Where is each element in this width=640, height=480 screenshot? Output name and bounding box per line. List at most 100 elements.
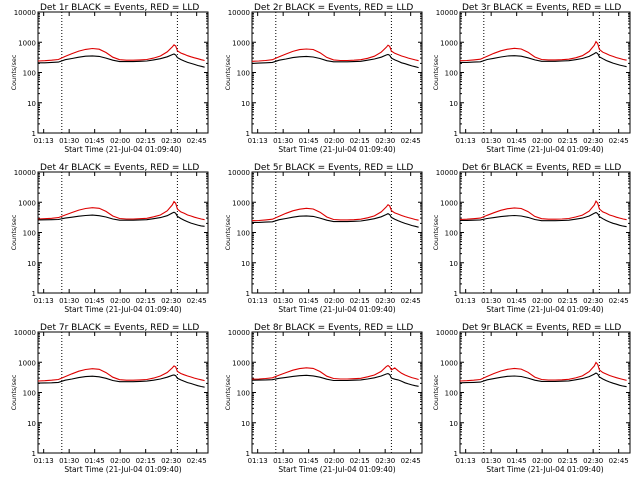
x-tick-label: 01:30	[273, 297, 293, 305]
panel-title: Det 9r BLACK = Events, RED = LLD	[462, 323, 621, 333]
y-tick-label: 10000	[14, 9, 36, 17]
x-tick-label: 02:00	[324, 297, 344, 305]
y-tick-label: 100	[445, 390, 458, 398]
x-tick-label: 01:13	[456, 137, 476, 145]
series-line-lld	[37, 200, 205, 221]
y-axis-label: Counts/sec	[10, 374, 18, 410]
panel-title: Det 8r BLACK = Events, RED = LLD	[254, 323, 413, 333]
plot-frame	[251, 331, 423, 454]
y-tick-label: 10	[241, 420, 250, 428]
plot-frame	[459, 171, 631, 294]
plot-frame	[37, 331, 209, 454]
y-tick-label: 100	[237, 70, 250, 78]
x-tick-label: 02:00	[110, 457, 130, 465]
y-tick-label: 1000	[440, 359, 458, 367]
y-tick-label: 10	[27, 420, 36, 428]
x-tick-label: 02:00	[324, 137, 344, 145]
series-line-events	[38, 53, 205, 68]
y-tick-label: 1	[32, 450, 36, 458]
x-tick-label: 02:45	[401, 137, 421, 145]
x-tick-label: 01:13	[34, 297, 54, 305]
y-tick-label: 100	[445, 230, 458, 238]
x-tick-label: 02:30	[161, 137, 181, 145]
y-axis-label: Counts/sec	[224, 54, 232, 90]
series-line-lld	[459, 40, 627, 62]
y-tick-label: 10000	[228, 329, 250, 337]
x-tick-label: 01:13	[456, 297, 476, 305]
x-tick-label: 02:15	[350, 297, 370, 305]
y-tick-label: 1	[32, 290, 36, 298]
y-axis-label: Counts/sec	[10, 54, 18, 90]
y-tick-label: 1000	[18, 199, 36, 207]
x-tick-label: 02:30	[375, 297, 395, 305]
x-tick-label: 01:30	[273, 457, 293, 465]
x-tick-label: 01:45	[507, 297, 527, 305]
series-line-events	[37, 211, 205, 227]
x-tick-label: 02:45	[401, 457, 421, 465]
series-line-events	[37, 374, 205, 388]
y-tick-label: 100	[23, 390, 36, 398]
x-tick-label: 01:13	[34, 137, 54, 145]
x-tick-label: 01:13	[248, 137, 268, 145]
panel-title: Det 6r BLACK = Events, RED = LLD	[462, 163, 621, 173]
x-tick-label: 02:45	[187, 297, 207, 305]
y-tick-label: 1000	[232, 199, 250, 207]
x-tick-label: 01:45	[299, 297, 319, 305]
panel-title: Det 1r BLACK = Events, RED = LLD	[40, 3, 199, 13]
panel-title: Det 3r BLACK = Events, RED = LLD	[462, 3, 621, 13]
y-tick-label: 10	[241, 100, 250, 108]
x-axis-label: Start Time (21-Jul-04 01:09:40)	[486, 305, 603, 314]
y-tick-label: 1000	[18, 39, 36, 47]
plot-frame	[37, 171, 209, 294]
x-tick-label: 02:45	[609, 137, 629, 145]
x-tick-label: 02:45	[609, 457, 629, 465]
y-axis-label: Counts/sec	[224, 214, 232, 250]
series-line-events	[251, 373, 419, 387]
x-axis-label: Start Time (21-Jul-04 01:09:40)	[486, 465, 603, 474]
y-axis-label: Counts/sec	[224, 374, 232, 410]
y-tick-label: 10000	[436, 169, 458, 177]
series-line-events	[251, 53, 419, 69]
series-line-lld	[37, 365, 205, 382]
y-tick-label: 1	[246, 130, 250, 138]
x-tick-label: 01:30	[481, 137, 501, 145]
x-axis-label: Start Time (21-Jul-04 01:09:40)	[64, 465, 181, 474]
x-tick-label: 01:13	[248, 457, 268, 465]
x-tick-label: 02:30	[583, 297, 603, 305]
series-line-lld	[251, 364, 419, 381]
x-axis-label: Start Time (21-Jul-04 01:09:40)	[278, 305, 395, 314]
x-tick-label: 01:45	[85, 457, 105, 465]
y-tick-label: 10000	[14, 329, 36, 337]
plot-frame	[37, 11, 209, 134]
x-tick-label: 02:15	[558, 457, 578, 465]
y-tick-label: 1	[32, 130, 36, 138]
x-tick-label: 01:30	[481, 297, 501, 305]
y-tick-label: 10	[27, 260, 36, 268]
series-line-lld	[37, 44, 205, 62]
x-tick-label: 01:13	[248, 297, 268, 305]
y-tick-label: 10000	[14, 169, 36, 177]
plot-frame	[251, 11, 423, 134]
y-tick-label: 10	[27, 100, 36, 108]
x-tick-label: 02:15	[350, 457, 370, 465]
series-line-events	[252, 212, 419, 228]
x-tick-label: 02:45	[609, 297, 629, 305]
series-line-events	[459, 211, 627, 228]
y-axis-label: Counts/sec	[432, 214, 440, 250]
x-tick-label: 01:45	[85, 297, 105, 305]
x-tick-label: 02:00	[110, 297, 130, 305]
x-tick-label: 02:15	[558, 137, 578, 145]
x-tick-label: 01:30	[481, 457, 501, 465]
y-tick-label: 10000	[228, 9, 250, 17]
x-tick-label: 02:30	[583, 137, 603, 145]
x-axis-label: Start Time (21-Jul-04 01:09:40)	[278, 465, 395, 474]
x-tick-label: 02:45	[187, 137, 207, 145]
series-line-lld	[251, 44, 419, 62]
x-tick-label: 02:00	[110, 137, 130, 145]
panel-title: Det 4r BLACK = Events, RED = LLD	[40, 163, 199, 173]
y-tick-label: 1	[246, 450, 250, 458]
x-tick-label: 02:00	[532, 297, 552, 305]
y-tick-label: 1000	[18, 359, 36, 367]
x-tick-label: 02:15	[136, 297, 156, 305]
